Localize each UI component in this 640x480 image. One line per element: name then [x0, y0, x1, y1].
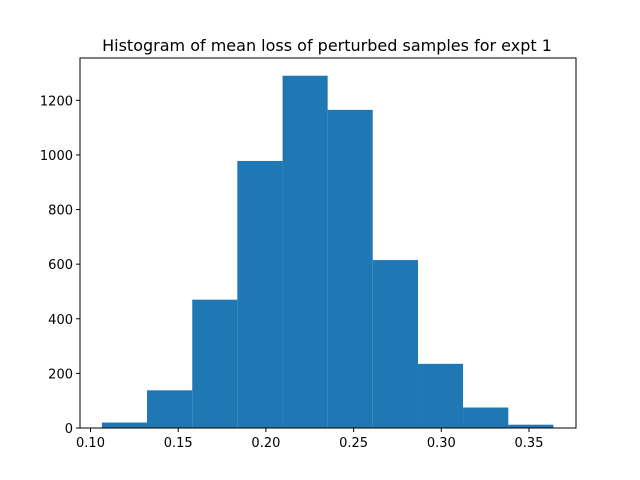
- chart-title: Histogram of mean loss of perturbed samp…: [102, 36, 552, 55]
- histogram-bar: [192, 299, 238, 428]
- y-axis: 0 200 400 600 800 1000 1200: [40, 94, 80, 437]
- y-tick-label: 1000: [40, 149, 73, 164]
- x-tick-label: 0.20: [251, 436, 280, 451]
- y-tick-label: 0: [65, 422, 73, 437]
- histogram-bar: [101, 422, 147, 428]
- x-tick-label: 0.35: [515, 436, 544, 451]
- x-axis: 0.10 0.15 0.20 0.25 0.30 0.35: [76, 428, 543, 451]
- y-tick-label: 400: [48, 313, 73, 328]
- x-tick-label: 0.25: [339, 436, 368, 451]
- x-tick-label: 0.30: [427, 436, 456, 451]
- bars-group: [101, 75, 554, 429]
- y-tick-label: 200: [48, 367, 73, 382]
- histogram-bar: [237, 160, 283, 429]
- x-tick-label: 0.15: [164, 436, 193, 451]
- histogram-bar: [282, 75, 328, 428]
- histogram-bar: [327, 109, 373, 428]
- axes-frame: [79, 57, 577, 429]
- histogram-bar: [463, 407, 509, 428]
- histogram-bar: [417, 363, 464, 428]
- y-tick-label: 800: [48, 204, 73, 219]
- histogram-bar: [372, 260, 418, 428]
- histogram-bar: [146, 390, 193, 428]
- x-tick-label: 0.10: [76, 436, 105, 451]
- histogram-bar: [508, 424, 554, 428]
- y-tick-label: 600: [48, 258, 73, 273]
- y-tick-label: 1200: [40, 94, 73, 109]
